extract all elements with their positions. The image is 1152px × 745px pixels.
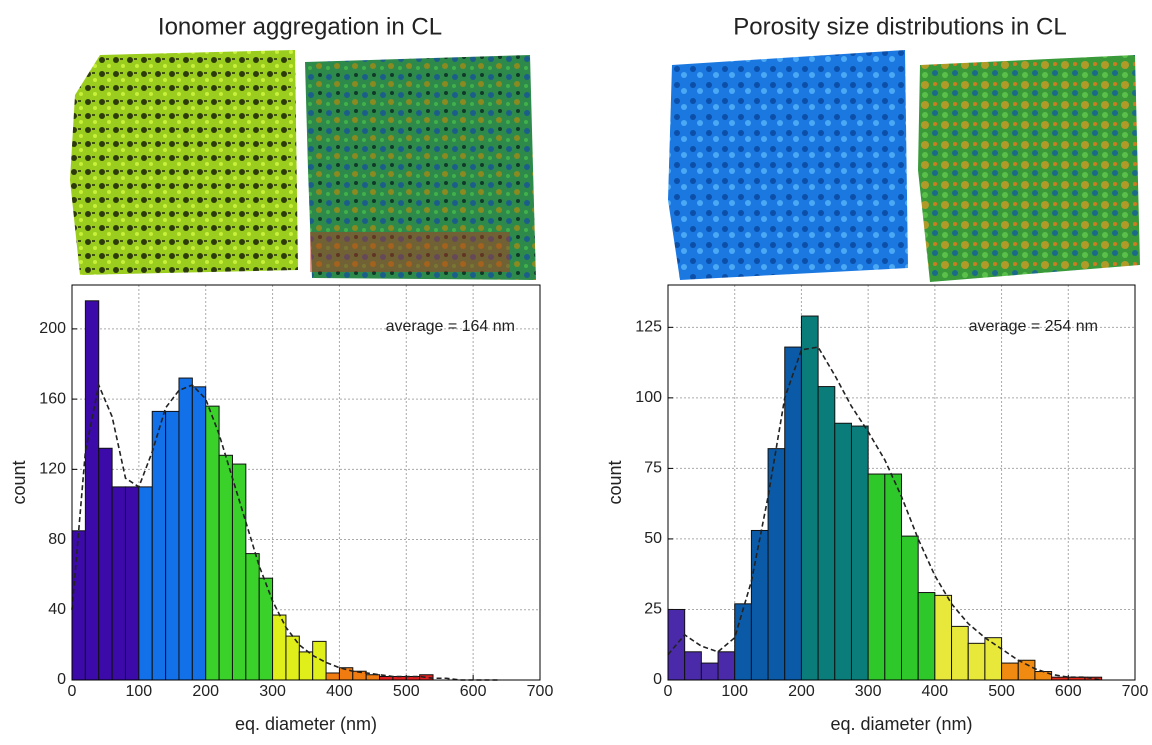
chart-title: Porosity size distributions in CL [733, 13, 1066, 40]
y-tick-label: 25 [644, 601, 662, 618]
bar [717, 651, 736, 681]
x-tick-label: 300 [259, 683, 286, 700]
x-axis-label: eq. diameter (nm) [830, 714, 972, 734]
y-tick-label: 50 [644, 530, 662, 547]
bar [325, 672, 340, 681]
bar [124, 486, 140, 681]
bar [884, 473, 902, 681]
bar [272, 614, 287, 681]
y-tick-label: 120 [39, 461, 66, 478]
x-tick-label: 200 [192, 683, 219, 700]
bar [750, 529, 769, 681]
bar [71, 530, 86, 681]
bar [138, 486, 153, 681]
bar [834, 422, 852, 681]
x-tick-label: 100 [721, 683, 748, 700]
bar [700, 662, 719, 681]
plot-frame [71, 284, 541, 681]
ionomer-size-rendering [305, 55, 536, 280]
bar [967, 642, 986, 681]
annotation: average = 254 nm [969, 318, 1098, 335]
y-axis-label: count [9, 460, 29, 504]
large-aggregates [310, 232, 510, 272]
x-tick-label: 200 [788, 683, 815, 700]
bar [231, 463, 247, 681]
y-tick-label: 0 [57, 671, 66, 688]
y-tick-label: 0 [653, 671, 662, 688]
bar [258, 577, 274, 681]
bar [734, 603, 752, 681]
y-tick-label: 40 [48, 601, 66, 618]
bar [218, 454, 233, 681]
bar [191, 386, 207, 681]
bar [784, 346, 802, 681]
y-tick-label: 100 [635, 389, 662, 406]
bar [934, 594, 953, 681]
x-tick-label: 700 [1122, 683, 1149, 700]
bar [205, 405, 220, 681]
y-axis-label: count [605, 460, 625, 504]
x-tick-label: 700 [527, 683, 554, 700]
bar [1017, 659, 1036, 681]
x-tick-label: 100 [126, 683, 153, 700]
pore-size-rendering [918, 55, 1140, 282]
y-tick-label: 80 [48, 531, 66, 548]
kde-line [667, 346, 1102, 681]
bar [298, 651, 314, 681]
bar [365, 674, 381, 681]
bar [901, 535, 919, 681]
bar [917, 592, 936, 681]
bar [111, 486, 126, 681]
bar [165, 410, 180, 681]
rendering-images [70, 50, 1140, 282]
chart-title: Ionomer aggregation in CL [158, 13, 442, 40]
x-axis-label: eq. diameter (nm) [235, 714, 377, 734]
kde-line [71, 382, 500, 681]
bar [850, 425, 869, 681]
bar [817, 386, 836, 681]
bar [151, 410, 167, 681]
bar [98, 447, 113, 681]
bar [84, 300, 100, 681]
plot-frame [667, 284, 1136, 681]
x-tick-label: 400 [326, 683, 353, 700]
y-tick-label: 75 [644, 460, 662, 477]
x-tick-label: 500 [988, 683, 1015, 700]
bar [684, 651, 702, 681]
x-tick-label: 0 [68, 683, 77, 700]
x-tick-label: 300 [855, 683, 882, 700]
bar [245, 553, 260, 681]
bar [951, 625, 969, 681]
x-tick-label: 400 [922, 683, 949, 700]
y-tick-label: 160 [39, 390, 66, 407]
x-tick-label: 600 [1055, 683, 1082, 700]
bar [867, 473, 886, 681]
x-tick-label: 500 [393, 683, 420, 700]
y-tick-label: 125 [635, 319, 662, 336]
x-tick-label: 0 [664, 683, 673, 700]
ionomer-rendering [70, 50, 298, 275]
bar [178, 377, 193, 681]
annotation: average = 164 nm [386, 318, 515, 335]
x-tick-label: 600 [460, 683, 487, 700]
bar [1001, 662, 1019, 681]
y-tick-label: 200 [39, 320, 66, 337]
bar [800, 315, 819, 681]
pore-rendering [668, 50, 908, 280]
